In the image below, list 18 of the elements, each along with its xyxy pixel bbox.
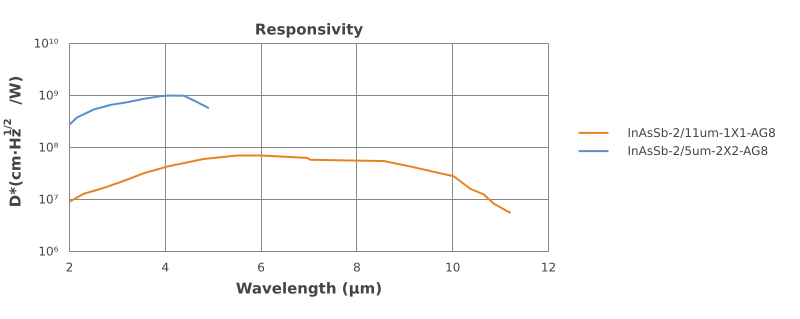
legend-label: InAsSb-2/11um-1X1-AG8 [628,126,776,140]
x-tick-label: 8 [353,260,361,274]
x-tick-label: 12 [540,260,556,274]
x-axis-title: Wavelength (μm) [236,280,382,298]
y-tick-label: 10¹⁰ [34,36,59,50]
text: D*(cm·Hz1/2/W) [3,76,24,208]
y-tick-label: 10⁸ [38,140,59,154]
x-tick-label: 4 [161,260,170,274]
line-series [70,154,512,214]
x-tick-label: 6 [257,260,265,274]
y-tick-label: 10⁶ [38,244,59,258]
y-tick-label: 10⁹ [38,88,59,102]
x-tick-label: 10 [445,260,460,274]
x-tick-label: 2 [66,260,74,274]
y-tick-label: 10⁷ [38,192,59,206]
legend-label: InAsSb-2/5um-2X2-AG8 [628,144,768,158]
chart-title: Responsivity [254,20,364,38]
line-series [70,94,210,126]
